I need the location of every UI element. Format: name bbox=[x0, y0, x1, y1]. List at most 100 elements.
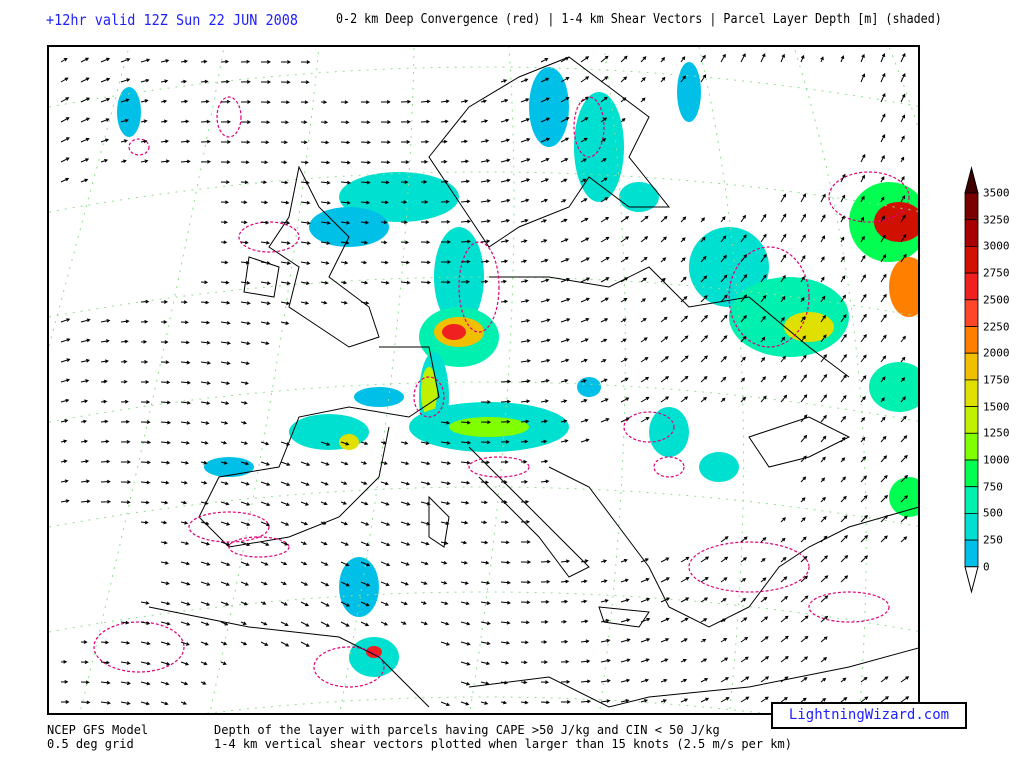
shear-vector-arrow bbox=[520, 459, 528, 464]
colorbar-label: 1750 bbox=[983, 373, 1010, 387]
shear-vector-arrow bbox=[520, 138, 531, 143]
shear-vector-arrow bbox=[60, 97, 70, 103]
shear-vector-arrow bbox=[80, 158, 90, 163]
shear-vector-arrow bbox=[240, 180, 249, 185]
shear-vector-arrow bbox=[580, 158, 587, 163]
shear-vector-arrow bbox=[420, 621, 428, 626]
shear-vector-arrow bbox=[780, 635, 789, 643]
coastline bbox=[148, 606, 430, 708]
shear-vector-arrow bbox=[160, 561, 169, 565]
shear-vector-arrow bbox=[320, 261, 330, 265]
shear-vector-arrow bbox=[460, 641, 471, 646]
shear-vector-arrow bbox=[340, 100, 349, 105]
shear-vector-arrow bbox=[840, 194, 846, 203]
shear-vector-arrow bbox=[120, 701, 131, 706]
shear-vector-arrow bbox=[360, 441, 369, 445]
shear-vector-arrow bbox=[540, 198, 549, 203]
shear-vector-arrow bbox=[200, 340, 211, 345]
shear-vector-arrow bbox=[840, 275, 846, 283]
shear-vector-arrow bbox=[840, 554, 849, 563]
shear-vector-arrow bbox=[180, 380, 191, 385]
shear-vector-arrow bbox=[100, 77, 111, 83]
shear-vector-arrow bbox=[520, 299, 530, 303]
meridian bbox=[49, 47, 130, 348]
lightningwizard-logo[interactable]: LightningWizard.com bbox=[771, 702, 967, 729]
shear-vector-arrow bbox=[640, 236, 649, 243]
shear-vector-arrow bbox=[320, 180, 331, 185]
shear-vector-arrow bbox=[740, 396, 747, 403]
shear-vector-arrow bbox=[280, 321, 290, 325]
shear-vector-arrow bbox=[700, 639, 707, 643]
shear-vector-arrow bbox=[600, 658, 611, 663]
parallel bbox=[49, 171, 918, 213]
shear-vector-arrow bbox=[440, 501, 451, 506]
shear-vector-arrow bbox=[440, 219, 451, 224]
shear-vector-arrow bbox=[520, 479, 529, 484]
shear-vector-arrow bbox=[740, 656, 749, 663]
shear-vector-arrow bbox=[261, 80, 272, 84]
convergence-contour bbox=[623, 411, 675, 443]
shear-vector-arrow bbox=[500, 560, 511, 565]
coastline bbox=[468, 647, 918, 708]
shear-vector-arrow bbox=[560, 559, 571, 564]
lat-lon-grid bbox=[49, 47, 918, 713]
shear-vector-arrow bbox=[240, 140, 251, 145]
shear-vector-arrow bbox=[560, 218, 568, 223]
shear-vector-arrow bbox=[780, 537, 786, 543]
shear-vector-arrow bbox=[600, 579, 608, 583]
depth-shaded-area bbox=[366, 646, 382, 658]
shear-vector-arrow bbox=[300, 241, 311, 245]
shear-vector-arrow bbox=[421, 200, 429, 204]
shear-vector-arrow bbox=[300, 481, 310, 486]
shear-vector-arrow bbox=[160, 641, 171, 646]
shear-vector-arrow bbox=[340, 200, 351, 205]
shear-vector-arrow bbox=[540, 620, 549, 624]
shear-vector-arrow bbox=[580, 579, 588, 584]
shear-vector-arrow bbox=[720, 53, 726, 63]
shear-vector-arrow bbox=[300, 621, 310, 627]
shear-vector-arrow bbox=[280, 140, 288, 145]
coastlines bbox=[148, 56, 918, 708]
shear-vector-arrow bbox=[80, 640, 88, 644]
shear-vector-arrow bbox=[160, 79, 169, 84]
shear-vector-arrow bbox=[840, 697, 848, 703]
shear-vector-arrow bbox=[220, 300, 231, 305]
shear-vector-arrow bbox=[780, 394, 788, 403]
shear-vector-arrow bbox=[440, 541, 449, 545]
shear-vector-arrow bbox=[540, 298, 551, 303]
shear-vector-arrow bbox=[480, 460, 491, 465]
convergence-contour bbox=[688, 541, 810, 593]
coastline bbox=[268, 165, 380, 348]
shear-vector-arrow bbox=[880, 72, 886, 83]
shear-vector-arrow bbox=[80, 137, 90, 143]
shear-vector-arrow bbox=[860, 555, 869, 563]
shear-vector-arrow bbox=[180, 59, 189, 64]
shear-vector-arrow bbox=[220, 581, 230, 586]
shear-vector-arrow bbox=[580, 399, 588, 403]
shear-vector-arrow bbox=[540, 219, 548, 223]
shear-vector-arrow bbox=[340, 140, 351, 145]
shear-vector-arrow bbox=[220, 240, 228, 245]
shear-vector-arrow bbox=[460, 681, 471, 686]
shear-vector-arrow bbox=[320, 501, 328, 506]
shear-vector-arrow bbox=[440, 199, 450, 204]
shear-vector-arrow bbox=[600, 177, 608, 183]
colorbar-label: 1250 bbox=[983, 426, 1010, 440]
shear-vector-arrow bbox=[440, 159, 448, 164]
shear-vector-arrow bbox=[800, 656, 809, 663]
shear-vector-arrow bbox=[460, 440, 472, 445]
shear-vector-arrow bbox=[560, 338, 570, 343]
shear-vector-arrow bbox=[900, 377, 906, 383]
shear-vector-arrow bbox=[640, 215, 649, 223]
shear-vector-arrow bbox=[740, 274, 748, 283]
shear-vector-arrow bbox=[120, 339, 129, 344]
shear-vector-arrow bbox=[660, 57, 666, 63]
shear-vector-arrow bbox=[420, 280, 432, 285]
shear-vector-arrow bbox=[680, 75, 686, 83]
shear-vector-arrow bbox=[500, 259, 509, 264]
shear-vector-arrow bbox=[480, 440, 491, 445]
shear-vector-arrow bbox=[320, 441, 331, 446]
shear-vector-arrow bbox=[840, 495, 847, 503]
shear-vector-arrow bbox=[240, 281, 251, 285]
shear-vector-arrow bbox=[320, 300, 328, 305]
